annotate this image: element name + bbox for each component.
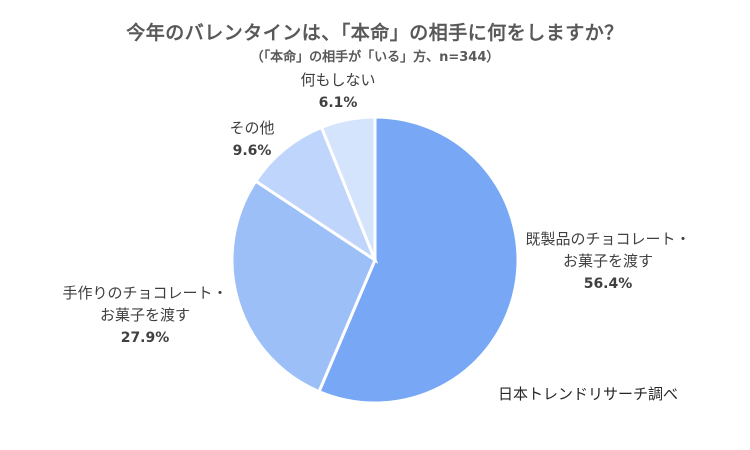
slice-label-name: 何もしない bbox=[300, 71, 375, 89]
slice-label-name: 手作りのチョコレート・ bbox=[62, 284, 227, 302]
chart-subtitle: （「本命」の相手が「いる」方、n=344） bbox=[250, 50, 500, 65]
chart-title: 今年のバレンタインは、「本命」の相手に何をしますか？ bbox=[126, 22, 624, 44]
slice-label: 既製品のチョコレート・お菓子を渡す 56.4% bbox=[525, 230, 690, 292]
pie-slice bbox=[230, 179, 377, 394]
slice-label-value: 6.1% bbox=[319, 95, 358, 111]
slice-label-name: お菓子を渡す bbox=[100, 306, 190, 324]
pie-slice bbox=[253, 125, 379, 264]
pie-slice bbox=[317, 115, 520, 405]
source-note: 日本トレンドリサーチ調べ bbox=[498, 385, 679, 403]
slice-label-value: 27.9% bbox=[121, 330, 170, 346]
slice-label: その他 9.6% bbox=[229, 119, 274, 159]
slice-label-value: 56.4% bbox=[584, 276, 633, 292]
slice-label-name: お菓子を渡す bbox=[563, 252, 653, 270]
slice-label-name: その他 bbox=[229, 119, 274, 137]
slice-label-name: 既製品のチョコレート・ bbox=[525, 230, 690, 248]
slice-label: 手作りのチョコレート・お菓子を渡す 27.9% bbox=[62, 284, 227, 346]
slice-label: 何もしない 6.1% bbox=[300, 71, 375, 111]
pie-slice bbox=[319, 115, 377, 261]
slice-label-value: 9.6% bbox=[233, 143, 272, 159]
